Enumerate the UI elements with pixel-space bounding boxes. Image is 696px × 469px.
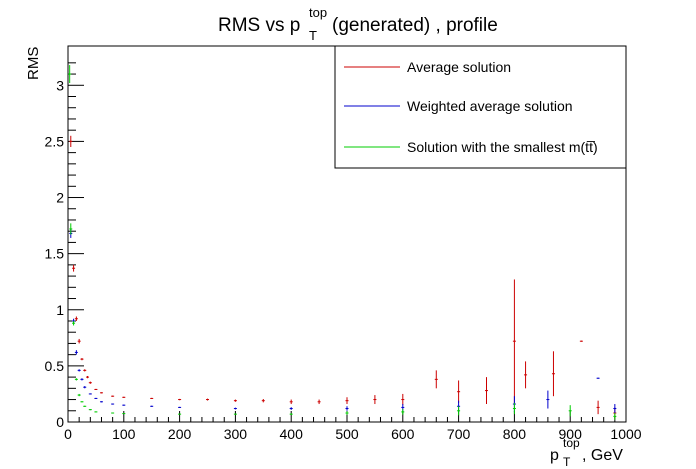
- x-tick-label: 500: [335, 426, 359, 442]
- legend-box: [334, 45, 627, 169]
- x-tick-label: 300: [224, 426, 248, 442]
- title-main: RMS vs p: [218, 15, 300, 36]
- y-tick-label: 2: [56, 190, 64, 206]
- x-tick-label: 200: [168, 426, 192, 442]
- x-tick-label: 600: [391, 426, 415, 442]
- legend-label-weighted: Weighted average solution: [407, 98, 573, 114]
- x-tick-label: 800: [503, 426, 527, 442]
- y-axis-label: RMS: [25, 47, 42, 80]
- x-tick-label: 900: [559, 426, 583, 442]
- series-0: [69, 135, 617, 419]
- axis-ticks: 0 100 200 300 400 500 600 700 800 900 1000 0 0.5 1 1.5…: [45, 62, 642, 442]
- y-tick-label: 1: [56, 302, 64, 318]
- data-points-layer: [68, 65, 617, 420]
- legend-label-smallest-mtt: Solution with the smallest m(tt̅): [407, 139, 598, 155]
- x-tick-label: 0: [64, 426, 72, 442]
- legend: Average solution Weighted average soluti…: [334, 45, 627, 169]
- x-axis-label-sub: T: [563, 455, 571, 469]
- legend-label-average: Average solution: [407, 59, 511, 75]
- x-tick-label: 100: [112, 426, 136, 442]
- y-tick-label: 3: [56, 77, 64, 93]
- x-tick-label: 1000: [610, 426, 641, 442]
- title-rest: (generated) , profile: [332, 15, 498, 36]
- x-axis-label-sup: top: [563, 436, 580, 450]
- y-tick-label: 1.5: [45, 246, 65, 262]
- x-axis-label-main: p: [550, 447, 559, 464]
- y-tick-label: 0: [56, 414, 64, 430]
- title-subscript: T: [309, 28, 317, 43]
- title-superscript: top: [309, 5, 327, 20]
- x-axis-label-rest: , GeV: [582, 447, 623, 464]
- chart-title: RMS vs p: [218, 15, 300, 36]
- y-tick-label: 0.5: [45, 358, 65, 374]
- x-tick-label: 700: [447, 426, 471, 442]
- series-2: [68, 65, 617, 420]
- y-tick-label: 2.5: [45, 133, 65, 149]
- x-tick-label: 400: [280, 426, 304, 442]
